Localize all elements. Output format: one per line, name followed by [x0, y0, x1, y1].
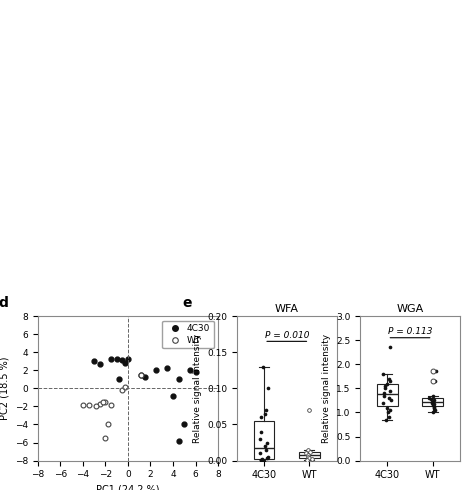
Point — [386, 377, 393, 385]
Point — [307, 448, 314, 456]
Point — [264, 439, 271, 446]
Point — [388, 396, 395, 404]
Point — [429, 409, 437, 416]
Point — [261, 457, 268, 465]
PathPatch shape — [377, 384, 398, 406]
Point — [429, 392, 437, 399]
Y-axis label: Relative signal intensity: Relative signal intensity — [192, 334, 201, 443]
Point — [264, 455, 271, 463]
Point — [257, 456, 265, 464]
Point — [257, 456, 265, 464]
Point — [304, 453, 312, 461]
Point — [429, 401, 437, 409]
Point — [259, 363, 267, 370]
Point — [381, 389, 388, 397]
X-axis label: PC1 (24.2 %): PC1 (24.2 %) — [96, 485, 160, 490]
Point — [386, 406, 394, 414]
Point — [305, 455, 313, 463]
Point — [262, 446, 270, 454]
Point — [430, 404, 438, 412]
Point — [386, 387, 393, 394]
Title: WGA: WGA — [396, 304, 424, 314]
Point — [428, 395, 435, 403]
Point — [257, 413, 265, 421]
Point — [257, 428, 265, 436]
Point — [432, 406, 439, 414]
Point — [379, 370, 387, 378]
Point — [256, 435, 264, 443]
Point — [305, 406, 312, 414]
Point — [304, 451, 311, 459]
PathPatch shape — [422, 398, 443, 406]
Point — [426, 394, 433, 402]
Point — [383, 380, 391, 388]
Text: P = 0.010: P = 0.010 — [264, 331, 309, 340]
Point — [381, 382, 389, 390]
Point — [264, 384, 272, 392]
PathPatch shape — [299, 452, 319, 459]
Point — [430, 403, 438, 411]
PathPatch shape — [254, 421, 274, 459]
Point — [430, 396, 438, 404]
Point — [380, 392, 387, 399]
Legend: 4C30, WT: 4C30, WT — [162, 320, 213, 348]
Point — [264, 453, 272, 461]
Point — [384, 409, 392, 416]
Point — [385, 394, 393, 402]
Point — [303, 456, 310, 464]
Point — [428, 399, 436, 407]
Point — [256, 449, 264, 457]
Text: e: e — [182, 296, 192, 310]
Point — [386, 343, 393, 351]
Title: WFA: WFA — [275, 304, 299, 314]
Text: P = 0.113: P = 0.113 — [388, 327, 432, 336]
Point — [386, 413, 393, 421]
Point — [430, 400, 438, 408]
Point — [302, 449, 310, 457]
Point — [379, 399, 387, 407]
Point — [431, 377, 438, 385]
Point — [428, 398, 436, 406]
Point — [261, 442, 269, 450]
Point — [385, 375, 392, 383]
Point — [259, 457, 266, 465]
Y-axis label: PC2 (18.5 %): PC2 (18.5 %) — [0, 357, 9, 420]
Point — [261, 410, 269, 417]
Point — [258, 455, 265, 463]
Point — [382, 416, 389, 423]
Point — [433, 368, 440, 375]
Point — [384, 404, 392, 412]
Point — [381, 384, 389, 392]
Point — [263, 406, 270, 414]
Text: d: d — [0, 296, 8, 310]
Point — [308, 455, 316, 463]
Y-axis label: Relative signal intensity: Relative signal intensity — [321, 334, 330, 443]
Point — [304, 446, 311, 454]
